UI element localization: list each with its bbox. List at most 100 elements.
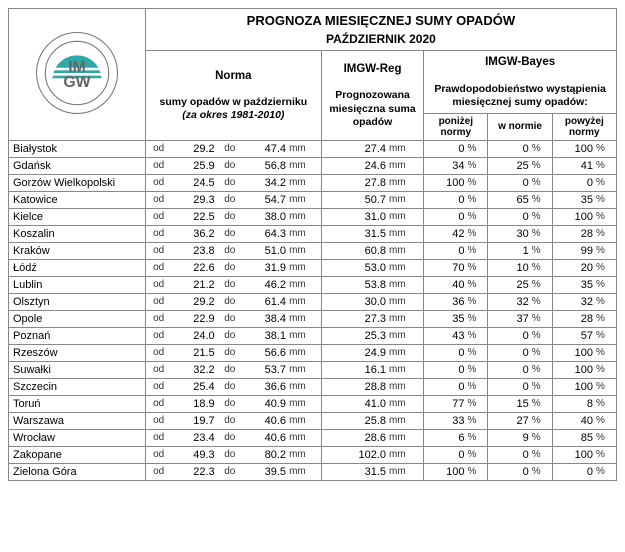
pct-unit: % (531, 276, 552, 293)
mm-unit: mm (388, 395, 424, 412)
reg-value: 27.4 (321, 140, 388, 157)
p-above: 40 (552, 412, 595, 429)
norma-to: 39.5 (243, 463, 288, 480)
p-norm: 9 (488, 429, 531, 446)
do-label: do (217, 259, 243, 276)
mm-unit: mm (288, 225, 321, 242)
city-cell: Toruń (9, 395, 146, 412)
reg-header: IMGW-Reg Prognozowana miesięczna suma op… (321, 51, 423, 141)
p-norm: 15 (488, 395, 531, 412)
norma-from: 21.2 (171, 276, 216, 293)
col-in-norm: w normie (488, 113, 552, 140)
p-above: 41 (552, 157, 595, 174)
norma-to: 38.4 (243, 310, 288, 327)
mm-unit: mm (288, 327, 321, 344)
pct-unit: % (595, 463, 617, 480)
pct-unit: % (467, 208, 488, 225)
p-below: 43 (424, 327, 467, 344)
city-cell: Katowice (9, 191, 146, 208)
city-cell: Lublin (9, 276, 146, 293)
p-above: 20 (552, 259, 595, 276)
mm-unit: mm (288, 378, 321, 395)
do-label: do (217, 327, 243, 344)
reg-value: 27.8 (321, 174, 388, 191)
reg-value: 25.3 (321, 327, 388, 344)
od-label: od (145, 378, 171, 395)
od-label: od (145, 463, 171, 480)
p-norm: 0 (488, 344, 531, 361)
reg-value: 24.6 (321, 157, 388, 174)
norma-to: 40.9 (243, 395, 288, 412)
pct-unit: % (595, 242, 617, 259)
pct-unit: % (595, 446, 617, 463)
table-row: Łódźod22.6do31.9mm53.0mm70%10%20% (9, 259, 617, 276)
table-row: Lublinod21.2do46.2mm53.8mm40%25%35% (9, 276, 617, 293)
do-label: do (217, 429, 243, 446)
norma-from: 29.3 (171, 191, 216, 208)
p-norm: 0 (488, 174, 531, 191)
pct-unit: % (595, 276, 617, 293)
pct-unit: % (595, 293, 617, 310)
p-above: 100 (552, 446, 595, 463)
od-label: od (145, 225, 171, 242)
reg-sub: Prognozowana miesięczna suma opadów (329, 89, 415, 127)
p-above: 35 (552, 191, 595, 208)
norma-to: 53.7 (243, 361, 288, 378)
norma-to: 64.3 (243, 225, 288, 242)
do-label: do (217, 361, 243, 378)
do-label: do (217, 293, 243, 310)
p-above: 0 (552, 174, 595, 191)
norma-to: 34.2 (243, 174, 288, 191)
imgw-logo: IM GW (33, 29, 121, 117)
norma-to: 47.4 (243, 140, 288, 157)
mm-unit: mm (388, 378, 424, 395)
reg-value: 30.0 (321, 293, 388, 310)
pct-unit: % (467, 276, 488, 293)
od-label: od (145, 208, 171, 225)
norma-to: 38.0 (243, 208, 288, 225)
p-norm: 0 (488, 361, 531, 378)
do-label: do (217, 157, 243, 174)
p-above: 85 (552, 429, 595, 446)
p-below: 0 (424, 191, 467, 208)
pct-unit: % (467, 293, 488, 310)
city-cell: Olsztyn (9, 293, 146, 310)
table-row: Zielona Góraod22.3do39.5mm31.5mm100%0%0% (9, 463, 617, 480)
mm-unit: mm (288, 310, 321, 327)
table-row: Katowiceod29.3do54.7mm50.7mm0%65%35% (9, 191, 617, 208)
reg-value: 16.1 (321, 361, 388, 378)
od-label: od (145, 429, 171, 446)
pct-unit: % (531, 157, 552, 174)
table-row: Suwałkiod32.2do53.7mm16.1mm0%0%100% (9, 361, 617, 378)
norma-to: 61.4 (243, 293, 288, 310)
reg-value: 24.9 (321, 344, 388, 361)
od-label: od (145, 310, 171, 327)
pct-unit: % (467, 463, 488, 480)
norma-to: 31.9 (243, 259, 288, 276)
bayes-sub-text: Prawdopodobieństwo wystąpienia miesięczn… (434, 83, 606, 108)
mm-unit: mm (388, 157, 424, 174)
p-norm: 0 (488, 208, 531, 225)
pct-unit: % (467, 446, 488, 463)
od-label: od (145, 259, 171, 276)
main-title: PROGNOZA MIESIĘCZNEJ SUMY OPADÓW (145, 9, 616, 31)
table-row: Białystokod29.2do47.4mm27.4mm0%0%100% (9, 140, 617, 157)
mm-unit: mm (288, 208, 321, 225)
pct-unit: % (595, 174, 617, 191)
pct-unit: % (531, 293, 552, 310)
city-cell: Koszalin (9, 225, 146, 242)
pct-unit: % (531, 310, 552, 327)
p-above: 100 (552, 378, 595, 395)
od-label: od (145, 412, 171, 429)
mm-unit: mm (288, 276, 321, 293)
norma-from: 49.3 (171, 446, 216, 463)
pct-unit: % (531, 208, 552, 225)
p-below: 0 (424, 208, 467, 225)
norma-from: 25.9 (171, 157, 216, 174)
p-below: 0 (424, 361, 467, 378)
do-label: do (217, 208, 243, 225)
norma-to: 51.0 (243, 242, 288, 259)
city-cell: Zakopane (9, 446, 146, 463)
pct-unit: % (531, 378, 552, 395)
mm-unit: mm (388, 208, 424, 225)
